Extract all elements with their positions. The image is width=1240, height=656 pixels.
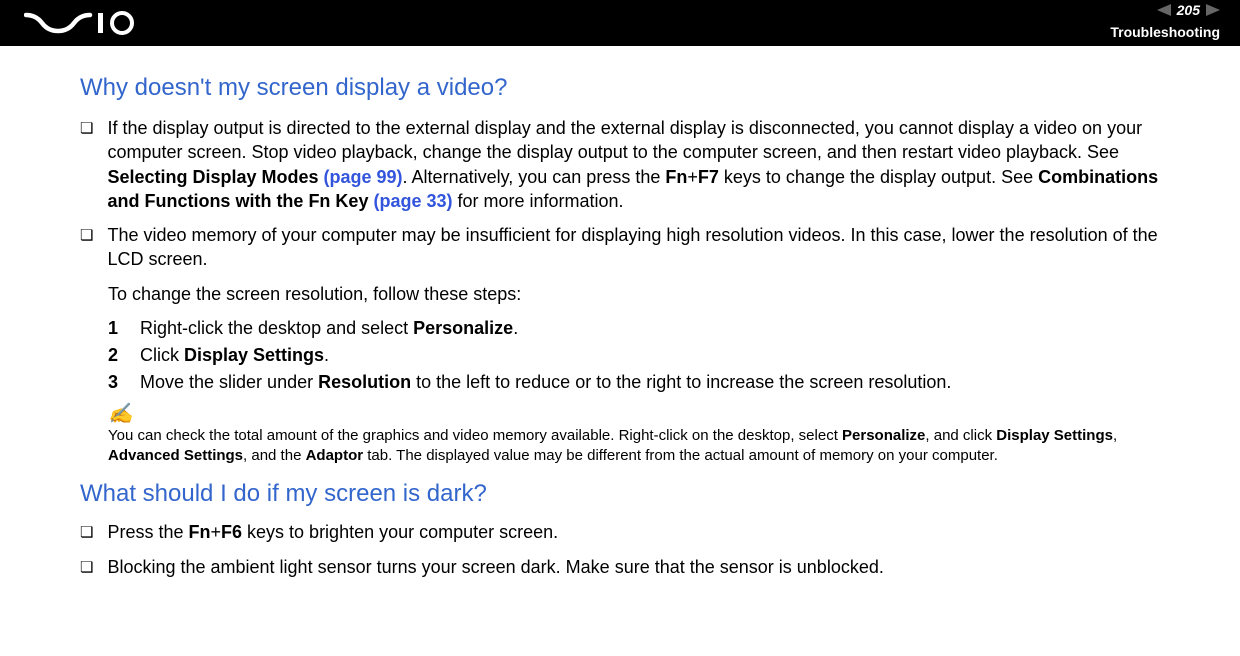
bullet-text: The video memory of your computer may be…	[107, 223, 1190, 272]
next-page-arrow-icon[interactable]	[1206, 4, 1220, 16]
note-block: ✍ You can check the total amount of the …	[108, 404, 1190, 467]
step-item: 2 Click Display Settings.	[108, 342, 1190, 369]
step-number: 2	[108, 342, 140, 369]
step-text: Move the slider under Resolution to the …	[140, 369, 951, 396]
bullet-text: If the display output is directed to the…	[107, 116, 1190, 213]
page-number: 205	[1177, 2, 1200, 18]
bullet-marker-icon: ❏	[80, 119, 93, 139]
bullet-marker-icon: ❏	[80, 226, 93, 246]
step-number: 3	[108, 369, 140, 396]
page-link[interactable]: (page 33)	[373, 191, 452, 211]
step-item: 3 Move the slider under Resolution to th…	[108, 369, 1190, 396]
bullet-list-1: ❏ If the display output is directed to t…	[80, 116, 1190, 272]
step-item: 1 Right-click the desktop and select Per…	[108, 315, 1190, 342]
prev-page-arrow-icon[interactable]	[1157, 4, 1171, 16]
bullet-marker-icon: ❏	[80, 523, 93, 543]
page-link[interactable]: (page 99)	[324, 167, 403, 187]
note-icon: ✍	[108, 404, 1190, 424]
heading-video: Why doesn't my screen display a video?	[80, 74, 1190, 102]
heading-dark: What should I do if my screen is dark?	[80, 480, 1190, 508]
content: Why doesn't my screen display a video? ❏…	[0, 46, 1240, 579]
list-item: ❏ The video memory of your computer may …	[80, 223, 1190, 272]
list-item: ❏ Press the Fn+F6 keys to brighten your …	[80, 520, 1190, 544]
step-text: Right-click the desktop and select Perso…	[140, 315, 518, 342]
bullet-list-2: ❏ Press the Fn+F6 keys to brighten your …	[80, 520, 1190, 579]
section-name: Troubleshooting	[1110, 24, 1220, 40]
header-right: 205 Troubleshooting	[1110, 6, 1220, 40]
subtext: To change the screen resolution, follow …	[108, 282, 1190, 307]
step-number: 1	[108, 315, 140, 342]
steps-list: 1 Right-click the desktop and select Per…	[108, 315, 1190, 396]
page-nav: 205	[1157, 2, 1220, 18]
step-text: Click Display Settings.	[140, 342, 329, 369]
header-bar: 205 Troubleshooting	[0, 0, 1240, 46]
bullet-marker-icon: ❏	[80, 558, 93, 578]
list-item: ❏ Blocking the ambient light sensor turn…	[80, 555, 1190, 579]
note-text: You can check the total amount of the gr…	[108, 427, 1117, 464]
bullet-text: Blocking the ambient light sensor turns …	[107, 555, 1190, 579]
vaio-logo	[24, 11, 154, 35]
list-item: ❏ If the display output is directed to t…	[80, 116, 1190, 213]
vaio-logo-svg	[24, 11, 154, 35]
bullet-text: Press the Fn+F6 keys to brighten your co…	[107, 520, 1190, 544]
